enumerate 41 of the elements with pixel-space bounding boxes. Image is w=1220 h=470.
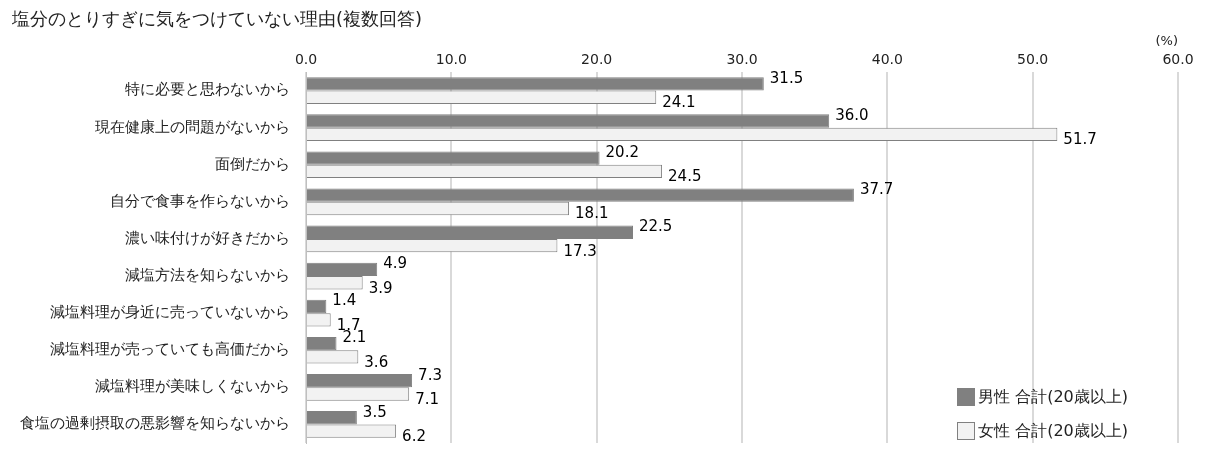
x-tick-label: 0.0 [294,51,318,68]
x-tick-label: 30.0 [726,51,758,68]
data-label: 36.0 [835,105,869,124]
x-tick-label: 20.0 [581,51,613,68]
data-label: 24.5 [668,167,702,186]
data-label: 37.7 [859,180,894,199]
x-tick-label: 10.0 [435,51,467,68]
x-tick-label: 50.0 [1017,51,1049,68]
data-label: 7.1 [415,389,440,408]
x-tick-label: 60.0 [1162,51,1194,68]
data-label: 51.7 [1063,130,1097,149]
y-tick-label: 食塩の過剰摂取の悪影響を知らないから [20,414,290,433]
data-label: 1.4 [332,291,357,310]
y-tick-label: 減塩料理が身近に売っていないから [50,303,290,322]
data-label: 4.9 [383,254,408,273]
y-tick-label: 現在健康上の問題がないから [95,117,290,136]
data-label: 17.3 [563,241,597,260]
y-tick-label: 減塩方法を知らないから [125,265,290,284]
data-label: 3.6 [364,352,389,371]
y-tick-label: 特に必要と思わないから [125,80,290,99]
legend-label: 女性 合計(20歳以上) [978,420,1128,442]
x-tick-label: 40.0 [871,51,903,68]
y-tick-label: 自分で食事を作らないから [110,191,290,210]
bar [307,336,337,351]
data-label: 3.9 [368,278,393,297]
y-tick-label: 減塩料理が美味しくないから [95,377,290,396]
chart-title: 塩分のとりすぎに気をつけていない理由(複数回答) [11,8,423,30]
bar [307,411,357,425]
data-label: 20.2 [605,142,639,161]
legend-label: 男性 合計(20歳以上) [978,386,1128,408]
y-tick-label: 面倒だから [215,154,290,173]
x-axis-title: (%) [1155,32,1178,48]
data-label: 22.5 [639,217,673,236]
data-label: 3.5 [362,402,387,421]
y-tick-label: 濃い味付けが好きだから [125,228,290,247]
data-label: 18.1 [575,204,609,223]
data-label: 24.1 [662,93,696,112]
y-tick-label: 減塩料理が売っていても高価だから [50,340,290,359]
data-label: 31.5 [769,68,804,87]
data-label: 6.2 [402,427,426,446]
data-label: 7.3 [418,365,442,384]
